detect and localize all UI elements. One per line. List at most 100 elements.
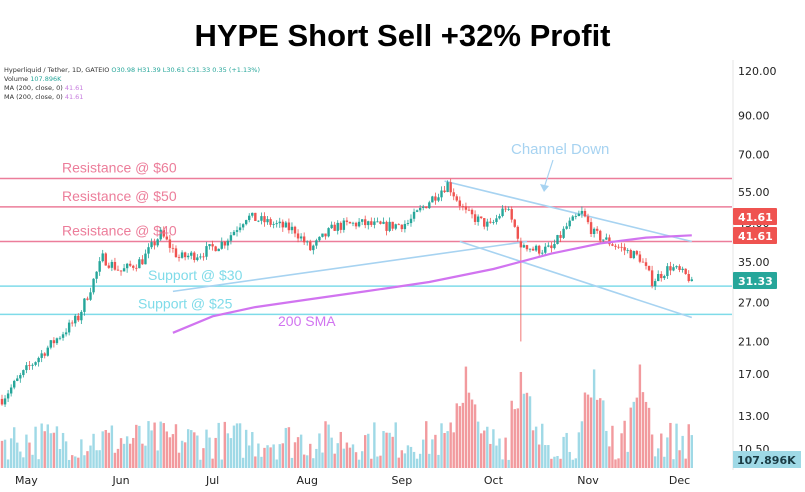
candle-body bbox=[312, 245, 315, 251]
volume-bar bbox=[525, 392, 529, 468]
candle-body bbox=[336, 222, 339, 231]
candle-body bbox=[467, 209, 471, 211]
candle-body bbox=[461, 206, 465, 207]
y-tick-label: 17.00 bbox=[738, 368, 770, 381]
volume-bar bbox=[428, 453, 431, 468]
volume-bar bbox=[599, 398, 602, 468]
candle-body bbox=[327, 228, 330, 237]
candle-body bbox=[479, 216, 483, 219]
volume-bar bbox=[586, 394, 590, 468]
volume-bar bbox=[180, 440, 184, 468]
axes: 120.0090.0070.0055.0045.0035.0027.0021.0… bbox=[15, 60, 777, 487]
volume-bar bbox=[479, 433, 483, 468]
candle-body bbox=[354, 222, 358, 227]
candle-body bbox=[281, 221, 284, 228]
volume-bar bbox=[211, 458, 214, 468]
volume-bar bbox=[345, 442, 349, 468]
volume-bar bbox=[513, 409, 516, 468]
candle-body bbox=[177, 257, 181, 258]
volume-bar bbox=[190, 430, 193, 468]
candle-body bbox=[501, 208, 504, 217]
candle-body bbox=[92, 278, 95, 293]
volume-bar bbox=[589, 397, 593, 468]
legend-symbol-row: Hyperliquid / Tether, 1D, GATEIO O30.98 … bbox=[4, 66, 260, 75]
volume-bar bbox=[77, 457, 80, 468]
y-tick-label: 90.00 bbox=[738, 110, 770, 123]
candle-body bbox=[525, 245, 529, 250]
candle-body bbox=[52, 340, 56, 344]
candle-body bbox=[376, 221, 379, 223]
volume-bar bbox=[357, 459, 361, 468]
volume-bar bbox=[626, 451, 629, 468]
volume-bar bbox=[86, 451, 89, 468]
candle-body bbox=[193, 252, 196, 261]
x-tick-label: Dec bbox=[669, 474, 690, 487]
candle-body bbox=[162, 229, 165, 237]
volume-bar bbox=[177, 452, 181, 468]
volume-bar bbox=[577, 432, 581, 468]
candle-body bbox=[263, 216, 266, 223]
candle-body bbox=[364, 219, 367, 226]
volume-bar bbox=[470, 399, 474, 468]
price-tag-label: 41.61 bbox=[738, 230, 773, 243]
chart-title: HYPE Short Sell +32% Profit bbox=[194, 18, 611, 53]
volume-bar bbox=[296, 437, 300, 468]
volume-bar bbox=[391, 436, 394, 468]
candle-body bbox=[9, 387, 13, 394]
volume-bar bbox=[312, 458, 315, 468]
volume-bar bbox=[638, 364, 642, 468]
level-label: Support @ $30 bbox=[148, 267, 243, 283]
candle-body bbox=[46, 347, 49, 356]
volume-bar bbox=[122, 443, 126, 468]
candle-body bbox=[458, 200, 462, 207]
volume-bar bbox=[403, 453, 407, 468]
price-tag-label: 31.33 bbox=[738, 275, 773, 288]
volume-bar bbox=[28, 442, 31, 468]
legend-ma2-row: MA (200, close, 0) 41.61 bbox=[4, 93, 260, 102]
volume-bar bbox=[3, 439, 7, 468]
volume-bar bbox=[6, 459, 10, 468]
volume-bar bbox=[248, 445, 251, 468]
candle-body bbox=[25, 365, 28, 371]
candle-body bbox=[464, 206, 468, 210]
candles bbox=[0, 178, 693, 407]
volume-bar bbox=[501, 459, 504, 468]
candle-body bbox=[507, 209, 510, 210]
candle-body bbox=[135, 267, 138, 269]
candle-body bbox=[6, 393, 10, 399]
volume-bar bbox=[272, 444, 275, 468]
volume-bar bbox=[22, 457, 25, 468]
candle-body bbox=[345, 220, 349, 222]
candle-body bbox=[241, 224, 245, 228]
candle-body bbox=[266, 219, 269, 223]
candle-body bbox=[19, 375, 22, 379]
candle-body bbox=[483, 218, 486, 227]
volume-bar bbox=[608, 446, 611, 468]
volume-bar bbox=[653, 456, 657, 468]
volume-bar bbox=[220, 459, 223, 468]
volume-bar bbox=[483, 430, 486, 468]
legend-volume-row: Volume 107.896K bbox=[4, 75, 260, 84]
volume-bar bbox=[58, 448, 62, 468]
volume-bar bbox=[98, 450, 101, 468]
candle-body bbox=[171, 247, 175, 249]
candle-body bbox=[516, 226, 520, 239]
candle-body bbox=[449, 182, 452, 193]
candle-body bbox=[244, 220, 248, 225]
candle-body bbox=[608, 237, 611, 245]
candle-body bbox=[443, 190, 446, 193]
volume-bar bbox=[629, 407, 632, 468]
candle-body bbox=[650, 270, 654, 287]
candle-body bbox=[452, 192, 455, 197]
volume-bar bbox=[251, 432, 254, 468]
volume-bar bbox=[214, 437, 217, 468]
candle-body bbox=[153, 242, 156, 246]
candle-body bbox=[217, 248, 220, 252]
candle-body bbox=[632, 251, 635, 259]
candle-body bbox=[513, 219, 516, 227]
legend-ma2-value: 41.61 bbox=[64, 93, 84, 101]
candle-body bbox=[373, 221, 376, 225]
volume-bar bbox=[232, 425, 236, 468]
candle-body bbox=[113, 261, 117, 270]
volume-bar bbox=[492, 429, 495, 468]
